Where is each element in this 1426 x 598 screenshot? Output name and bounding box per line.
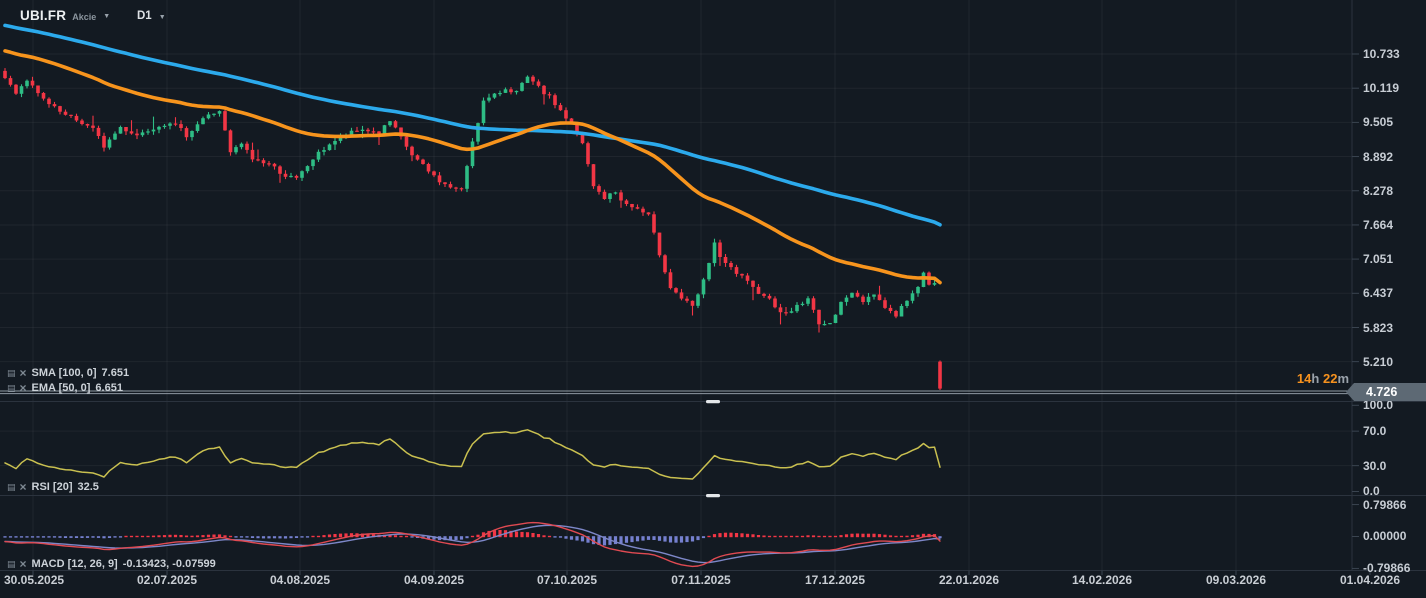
price-axis-tick: 10.733 — [1363, 47, 1400, 61]
price-axis-tick: 8.278 — [1363, 184, 1394, 198]
date-axis-tick: 14.02.2026 — [1071, 573, 1133, 587]
rsi-axis-tick: 0.0 — [1363, 484, 1380, 498]
sma-settings-icon[interactable]: ▤ — [7, 368, 16, 378]
timeframe-selector[interactable]: D1 ▼ — [137, 10, 166, 22]
macd-axis-tick: 0.00000 — [1363, 529, 1407, 543]
macd-settings-icon[interactable]: ▤ — [7, 559, 16, 569]
price-axis-tick: 9.505 — [1363, 115, 1394, 129]
instrument-header: UBI.FR Akcie ▼ — [20, 8, 110, 23]
ema-indicator-row: ▤ × EMA [50, 0] 6.651 — [7, 381, 123, 395]
bar-close-countdown: 14h 22m — [1296, 371, 1349, 386]
price-axis-tick: 8.892 — [1363, 150, 1394, 164]
price-axis-tick: 5.823 — [1363, 321, 1394, 335]
price-axis-tick: 5.210 — [1363, 355, 1394, 369]
symbol-label: UBI.FR — [20, 8, 67, 23]
date-axis-tick: 04.08.2025 — [269, 573, 331, 587]
ema-settings-icon[interactable]: ▤ — [7, 383, 16, 393]
macd-value: -0.13423, -0.07599 — [122, 558, 216, 570]
date-axis-tick: 22.01.2026 — [938, 573, 1000, 587]
price-axis-tick: 6.437 — [1363, 286, 1394, 300]
ema-label: EMA [50, 0] — [31, 382, 91, 394]
price-axis-tick: 7.664 — [1363, 218, 1394, 232]
ema-remove-icon[interactable]: × — [19, 380, 27, 395]
rsi-indicator-row: ▤ × RSI [20] 32.5 — [7, 480, 99, 494]
date-axis-tick: 09.03.2026 — [1205, 573, 1267, 587]
ema-value: 6.651 — [95, 382, 123, 394]
macd-axis-tick: 0.79866 — [1363, 498, 1407, 512]
macd-axis-tick: -0.79866 — [1363, 561, 1411, 575]
macd-remove-icon[interactable]: × — [19, 556, 27, 571]
current-price-value: 4.726 — [1366, 385, 1398, 399]
date-axis-tick: 04.09.2025 — [403, 573, 465, 587]
date-axis-tick: 07.11.2025 — [671, 573, 731, 587]
price-axis-tick: 10.119 — [1363, 81, 1400, 95]
timeframe-chevron-down-icon[interactable]: ▼ — [158, 13, 166, 21]
date-axis-tick: 17.12.2025 — [804, 573, 866, 587]
current-price-tag: 4.726 — [1346, 383, 1426, 401]
rsi-settings-icon[interactable]: ▤ — [7, 482, 16, 492]
sma-label: SMA [100, 0] — [31, 367, 97, 379]
rsi-axis-tick: 30.0 — [1363, 459, 1387, 473]
sma-indicator-row: ▤ × SMA [100, 0] 7.651 — [7, 366, 129, 380]
macd-indicator-row: ▤ × MACD [12, 26, 9] -0.13423, -0.07599 — [7, 557, 216, 571]
rsi-axis-tick: 100.0 — [1363, 398, 1394, 412]
date-axis-tick: 07.10.2025 — [536, 573, 598, 587]
rsi-remove-icon[interactable]: × — [19, 479, 27, 494]
timeframe-label: D1 — [137, 10, 152, 22]
rsi-value: 32.5 — [77, 481, 99, 493]
date-axis-tick: 30.05.2025 — [4, 573, 65, 587]
sma-remove-icon[interactable]: × — [19, 365, 27, 380]
sma-value: 7.651 — [101, 367, 130, 379]
macd-label: MACD [12, 26, 9] — [31, 558, 118, 570]
price-axis-tick: 7.051 — [1363, 252, 1394, 266]
symbol-chevron-down-icon[interactable]: ▼ — [103, 13, 111, 20]
date-axis-tick: 02.07.2025 — [136, 573, 198, 587]
date-axis-tick: 01.04.2026 — [1339, 573, 1401, 587]
rsi-axis-tick: 70.0 — [1363, 424, 1387, 438]
instrument-type-label: Akcie — [72, 11, 97, 22]
rsi-label: RSI [20] — [31, 481, 73, 493]
